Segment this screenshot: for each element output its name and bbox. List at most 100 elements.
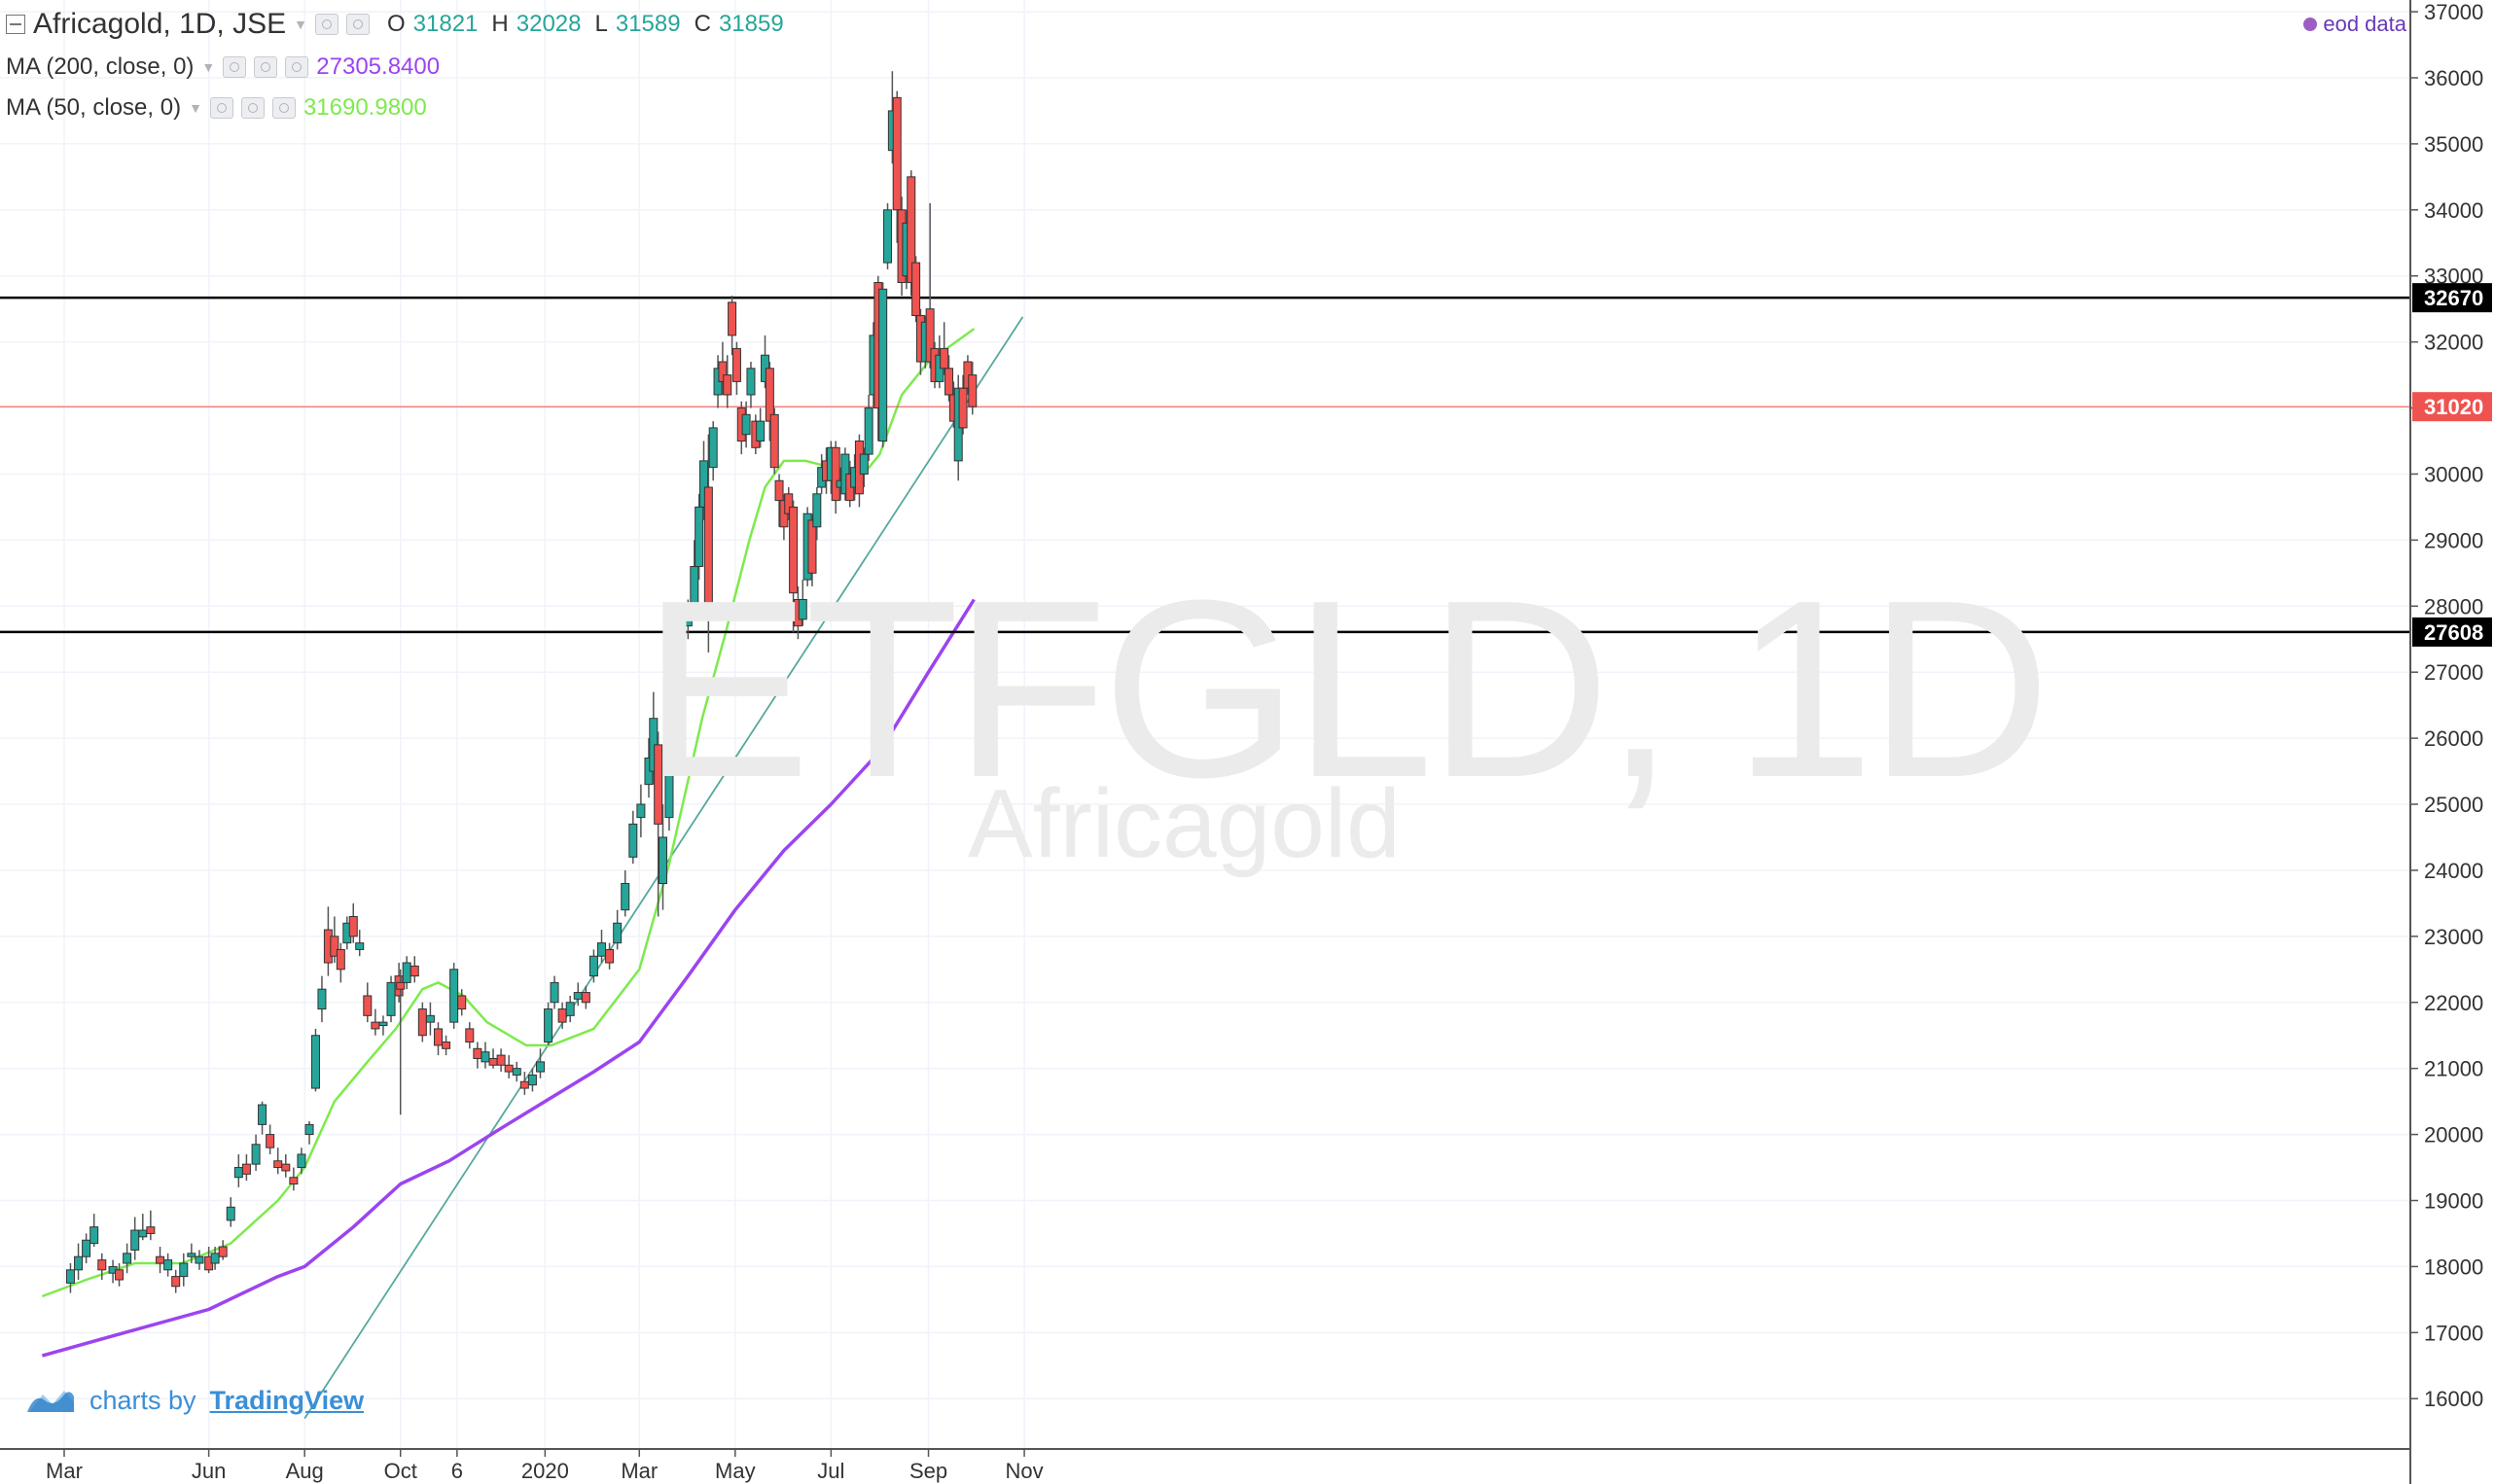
chevron-down-icon[interactable]: ▼: [189, 100, 202, 116]
candle-body: [769, 413, 779, 469]
candle-body: [504, 1064, 514, 1073]
x-tick-label: Mar: [621, 1459, 658, 1483]
candle-body: [550, 981, 559, 1004]
candle-body: [864, 407, 873, 455]
candle-body: [695, 506, 704, 568]
watermark-exchange: Africagold: [968, 769, 1401, 878]
candle-body: [664, 763, 674, 819]
candle: [774, 474, 784, 527]
candle: [123, 1243, 132, 1274]
x-tick-label: Oct: [384, 1459, 417, 1483]
candle-body: [241, 1163, 251, 1175]
candle: [746, 362, 756, 408]
candle: [258, 1101, 267, 1135]
eye-icon[interactable]: [314, 14, 338, 35]
candle: [527, 1068, 537, 1092]
level-price-label: 32670: [2424, 286, 2483, 310]
collapse-legend-icon[interactable]: [6, 15, 25, 34]
ohlc-value: 31589: [615, 11, 681, 37]
candle-body: [911, 262, 921, 316]
level-price-label: 31020: [2424, 395, 2483, 419]
symbol-title[interactable]: Africagold, 1D, JSE: [33, 8, 287, 40]
y-tick-label: 29000: [2424, 528, 2483, 552]
candle-body: [195, 1255, 204, 1264]
candle: [130, 1217, 140, 1260]
y-tick-label: 26000: [2424, 726, 2483, 751]
candle: [664, 738, 674, 831]
candle-body: [798, 598, 807, 620]
ohlc-label: L: [594, 11, 608, 37]
candle: [433, 1022, 443, 1056]
candle: [97, 1253, 107, 1280]
y-tick-label: 24000: [2424, 859, 2483, 883]
candle-body: [683, 612, 693, 627]
chevron-down-icon[interactable]: ▼: [201, 59, 216, 75]
candle-body: [519, 1080, 529, 1089]
settings-icon[interactable]: [240, 97, 265, 119]
candle-body: [883, 209, 893, 264]
candle-body: [146, 1226, 156, 1234]
candle: [581, 985, 590, 1009]
candle: [883, 203, 893, 269]
candle: [465, 1022, 475, 1049]
candle-body: [621, 883, 630, 911]
y-tick-label: 16000: [2424, 1387, 2483, 1411]
candle: [613, 909, 623, 950]
candle-body: [573, 992, 583, 1000]
y-tick-label: 32000: [2424, 331, 2483, 355]
ma50-label[interactable]: MA (50, close, 0): [6, 94, 182, 121]
close-icon[interactable]: [271, 97, 296, 119]
tradingview-link[interactable]: TradingView: [209, 1385, 365, 1415]
candle: [417, 1002, 427, 1042]
candle: [741, 401, 751, 448]
data-source-label: eod data: [2323, 12, 2406, 36]
candle-body: [97, 1259, 107, 1271]
candle-body: [187, 1253, 196, 1257]
candle-body: [557, 1008, 567, 1023]
settings-icon[interactable]: [254, 56, 278, 78]
branding[interactable]: charts by TradingView: [25, 1385, 364, 1416]
ma200-value: 27305.8400: [316, 53, 441, 80]
candle: [728, 296, 737, 356]
ma-line: [41, 598, 976, 1358]
candle-body: [677, 618, 687, 654]
candle: [670, 691, 680, 765]
eye-icon[interactable]: [223, 56, 247, 78]
candle: [449, 963, 459, 1029]
candle: [233, 1153, 243, 1187]
candle: [195, 1250, 204, 1270]
ma200-label[interactable]: MA (200, close, 0): [6, 53, 195, 80]
candle-body: [179, 1262, 189, 1278]
candle: [512, 1061, 521, 1082]
candle: [74, 1243, 84, 1280]
candle: [535, 1048, 545, 1078]
close-icon[interactable]: [285, 56, 309, 78]
candle: [677, 606, 687, 659]
candle: [330, 916, 339, 964]
candle: [179, 1253, 189, 1287]
ohlc-value: 32028: [516, 11, 582, 37]
candle-body: [496, 1054, 506, 1066]
candle: [789, 500, 799, 633]
candle-body: [718, 361, 728, 382]
y-tick-label: 20000: [2424, 1123, 2483, 1148]
candle-body: [944, 368, 954, 396]
y-tick-label: 27000: [2424, 660, 2483, 685]
eye-icon[interactable]: [209, 97, 233, 119]
candle: [317, 975, 327, 1023]
candle-body: [636, 803, 646, 819]
y-tick-label: 34000: [2424, 198, 2483, 223]
ma50-legend: MA (50, close, 0) ▼ 31690.9800: [6, 94, 427, 122]
candle-body: [442, 1042, 451, 1049]
candle-body: [789, 506, 799, 594]
settings-icon[interactable]: [345, 14, 370, 35]
x-tick-label: 2020: [521, 1459, 569, 1483]
chevron-down-icon[interactable]: ▼: [294, 17, 307, 32]
candle-body: [765, 368, 774, 422]
y-tick-label: 25000: [2424, 793, 2483, 817]
candle-body: [807, 519, 817, 574]
tradingview-logo-icon: [27, 1391, 74, 1412]
candle: [473, 1042, 482, 1069]
